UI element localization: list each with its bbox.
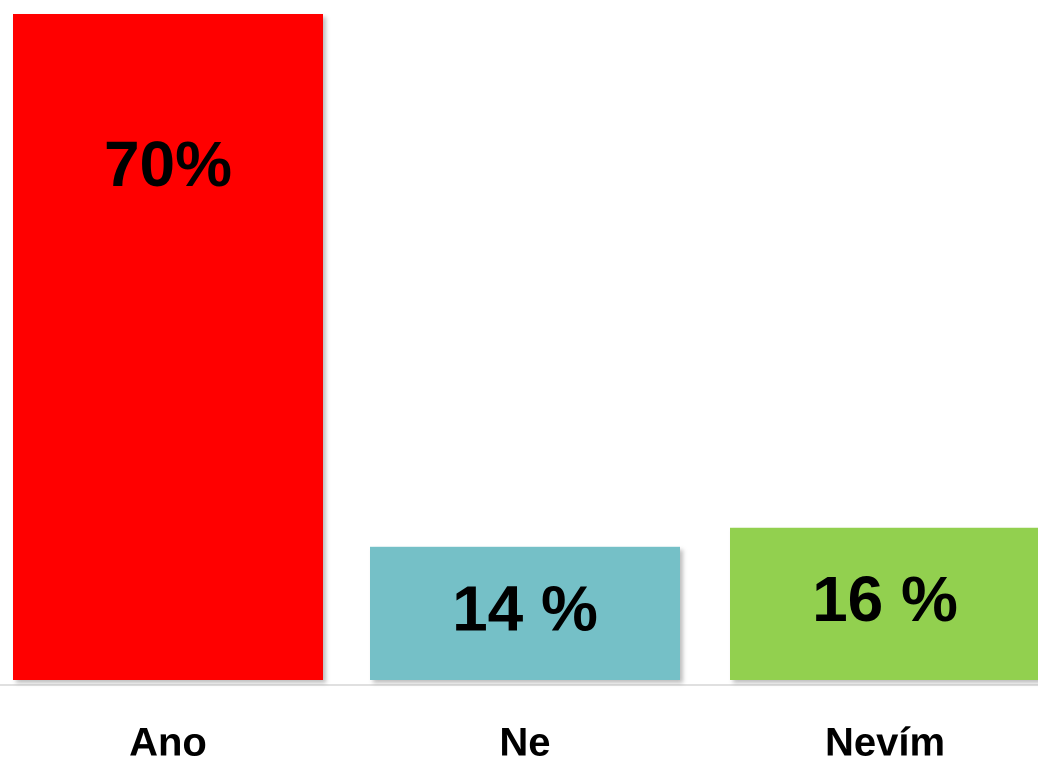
value-label: 70% xyxy=(104,128,232,200)
value-label: 16 % xyxy=(812,563,958,635)
value-label: 14 % xyxy=(452,572,598,644)
bar xyxy=(730,527,1038,680)
x-tick-label: Ne xyxy=(499,721,550,765)
x-tick-label: Nevím xyxy=(825,721,945,765)
x-tick-label: Ano xyxy=(129,721,207,765)
bar xyxy=(370,546,680,680)
bar xyxy=(13,14,323,680)
